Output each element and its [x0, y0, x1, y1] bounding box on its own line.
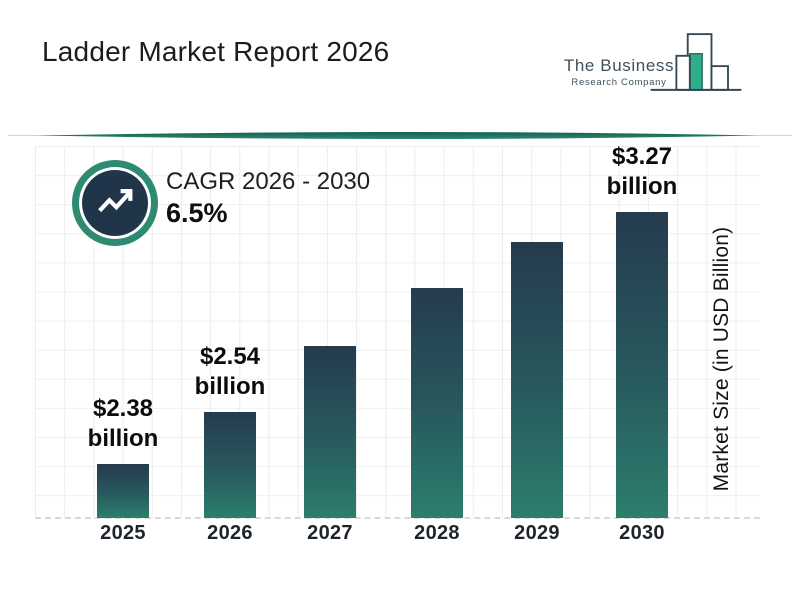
brand-logo: The Business Research Company — [560, 30, 760, 105]
bar-2029 — [511, 242, 563, 518]
chart-baseline — [35, 517, 760, 519]
bar-value-label-2025: $2.38 billion — [87, 395, 159, 452]
cagr-badge-circle — [82, 170, 148, 236]
bar-value-label-2030: $3.27 billion — [606, 143, 678, 200]
bar-chart-skyline-icon — [650, 33, 742, 91]
bar-column-2029 — [481, 232, 593, 518]
bar-column-2026: $2.54 billion — [174, 342, 286, 518]
brand-tagline: Research Company — [571, 77, 667, 88]
page-title: Ladder Market Report 2026 — [42, 36, 390, 67]
x-axis-label-2029: 2029 — [514, 522, 560, 544]
x-axis-label-2027: 2027 — [307, 522, 353, 544]
bar-column-2025: $2.38 billion — [67, 394, 179, 518]
x-axis-label-2028: 2028 — [414, 522, 460, 544]
header-divider — [8, 132, 792, 139]
y-axis-title: Market Size (in USD Billion) — [710, 226, 733, 492]
bar-value-label-2026: $2.54 billion — [194, 343, 266, 400]
x-axis-label-2030: 2030 — [619, 522, 665, 544]
bar-column-2028 — [381, 278, 493, 518]
brand-name: The Business — [563, 56, 675, 75]
cagr-badge — [72, 160, 158, 246]
bar-2025 — [97, 464, 149, 518]
x-axis-label-2026: 2026 — [207, 522, 253, 544]
cagr-value: 6.5% — [166, 198, 228, 228]
cagr-badge-ring — [79, 167, 151, 239]
brand-text: The Business Research Company — [560, 56, 678, 88]
bar-2026 — [204, 412, 256, 518]
bar-2028 — [411, 288, 463, 518]
bar-2027 — [304, 346, 356, 518]
bar-column-2027 — [274, 336, 386, 518]
trending-up-icon — [98, 189, 133, 213]
cagr-label: CAGR 2026 - 2030 — [166, 168, 371, 195]
x-axis-label-2025: 2025 — [100, 522, 146, 544]
bar-2030 — [616, 212, 668, 518]
bar-column-2030: $3.27 billion — [586, 142, 698, 518]
